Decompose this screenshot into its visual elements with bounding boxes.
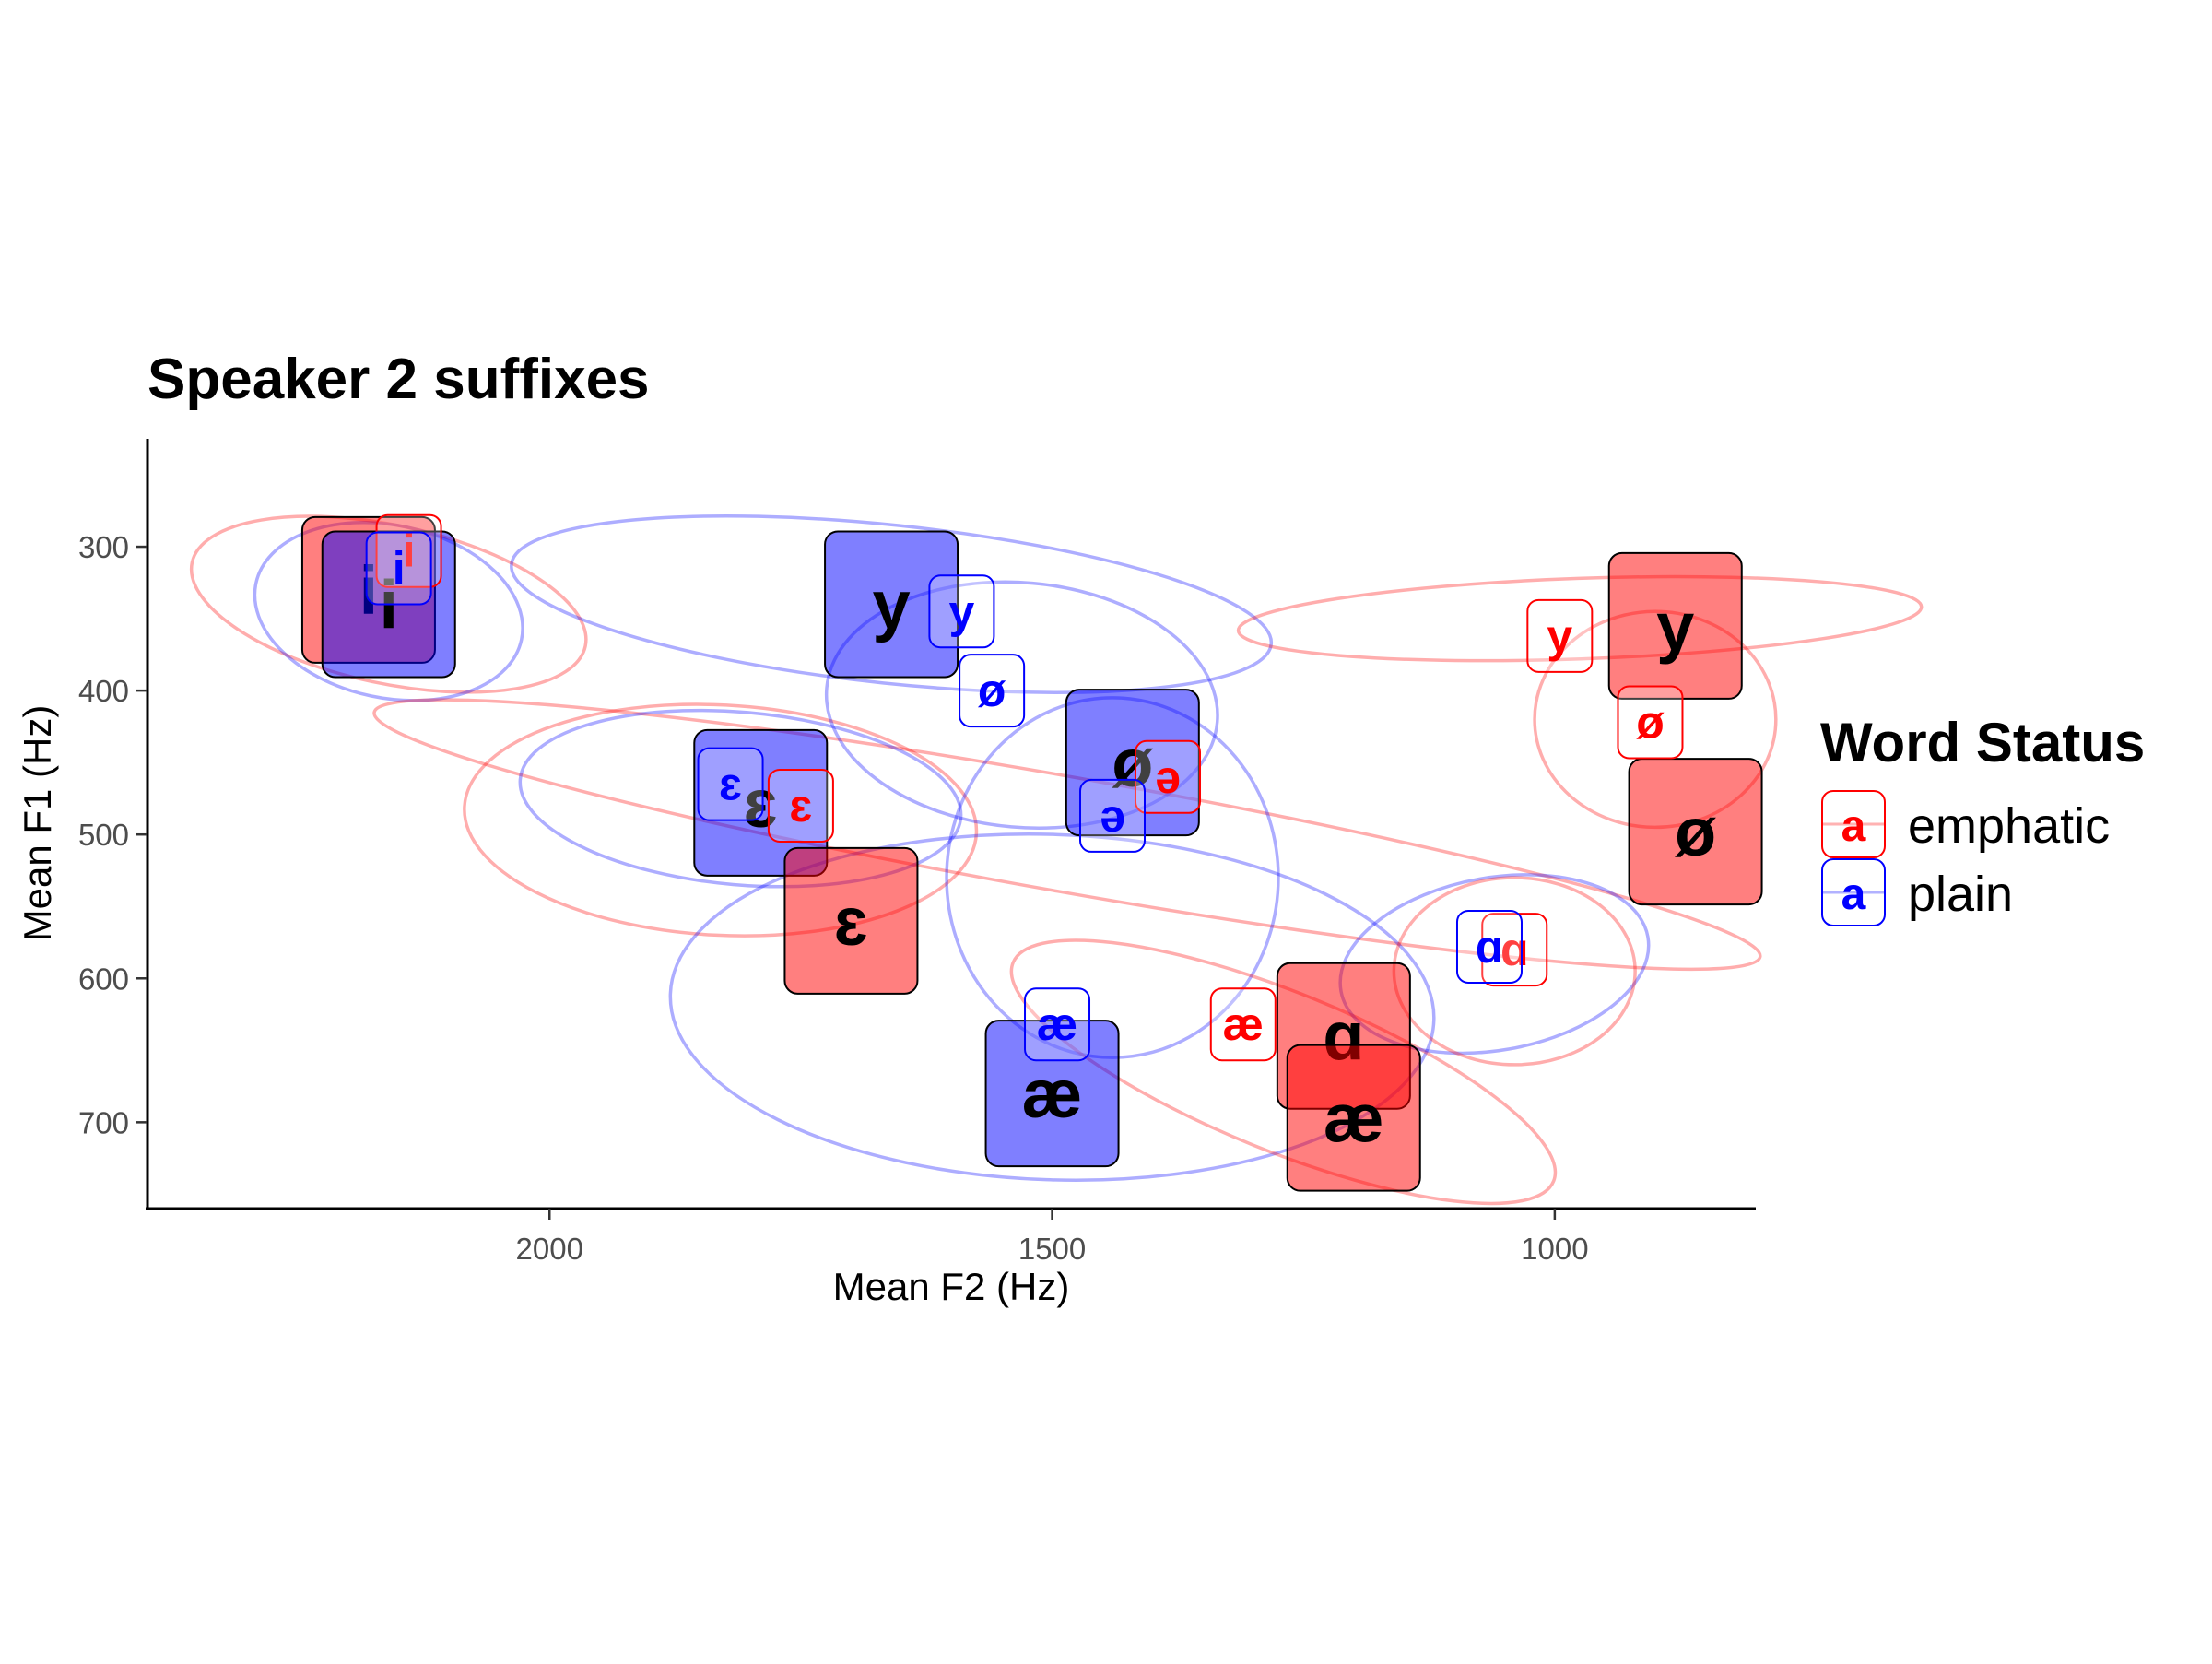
token-box-plain-8 (1024, 987, 1091, 1062)
ellipse-emphatic-4 (463, 702, 979, 938)
token-label-emphatic-5: ɛ (767, 768, 834, 843)
legend-key-plain (1821, 858, 1886, 926)
token-glyph-emphatic-6: ə (1155, 751, 1181, 803)
token-label-plain-7: ə (1079, 778, 1146, 853)
mean-box-plain-2 (824, 530, 959, 679)
mean-box-emphatic-8 (1286, 1044, 1421, 1192)
mean-box-emphatic-9 (1607, 551, 1743, 700)
mean-glyph-emphatic-10: ø (1675, 794, 1716, 870)
token-glyph-plain-11: ɑ (1476, 921, 1504, 973)
token-box-emphatic-12 (1526, 598, 1594, 673)
token-label-emphatic-13: ø (1617, 685, 1684, 760)
token-box-plain-11 (1455, 909, 1523, 984)
token-glyph-plain-8: æ (1037, 998, 1077, 1050)
y-tick-label-1: 400 (78, 674, 129, 708)
token-box-emphatic-13 (1617, 685, 1684, 760)
mean-box-emphatic-10 (1628, 758, 1763, 906)
token-label-plain-11: ɑ (1455, 909, 1523, 984)
legend: Word Status a emphatic a plain (1820, 712, 2145, 926)
mean-glyph-plain-6: æ (1022, 1056, 1083, 1132)
token-box-emphatic-5 (767, 768, 834, 843)
token-label-emphatic-9: æ (1209, 987, 1277, 1062)
token-box-plain-7 (1079, 778, 1146, 853)
mean-label-emphatic-10: ø (1628, 758, 1763, 906)
ellipse-plain-6 (824, 580, 1219, 830)
token-glyph-emphatic-12: y (1547, 610, 1572, 662)
token-label-plain-4: ɛ (697, 747, 764, 821)
token-glyph-plain-3: ø (978, 665, 1006, 716)
mean-label-plain-2: y (824, 530, 959, 679)
token-glyph-emphatic-13: ø (1636, 696, 1665, 748)
y-tick-label-4: 700 (78, 1105, 129, 1139)
token-glyph-plain-2: y (949, 585, 975, 637)
mean-box-plain-3 (693, 728, 829, 877)
legend-entry-emphatic: a emphatic (1821, 790, 2110, 858)
legend-key-glyph-emphatic: a (1841, 802, 1866, 851)
token-box-plain-1 (365, 531, 432, 606)
legend-title: Word Status (1820, 712, 2145, 773)
legend-entry-plain: a plain (1821, 858, 2013, 926)
mean-box-emphatic-4 (783, 846, 919, 995)
mean-glyph-emphatic-9: y (1656, 588, 1694, 665)
mean-box-plain-5 (1065, 689, 1200, 837)
ellipse-plain-2 (510, 514, 1274, 694)
mean-glyph-plain-3: ɛ (744, 765, 778, 842)
y-axis-ticks: 300 400 500 600 700 (78, 530, 147, 1139)
token-label-emphatic-12: y (1526, 598, 1594, 673)
token-box-plain-3 (959, 654, 1026, 728)
token-glyph-plain-4: ɛ (719, 759, 742, 810)
token-label-plain-2: y (928, 574, 995, 649)
token-label-plain-1: i (365, 531, 432, 606)
token-box-emphatic-9 (1209, 987, 1277, 1062)
ellipse-plain-8 (668, 832, 1436, 1182)
mean-label-plain-5: ø (1065, 689, 1200, 837)
ellipse-plain-5 (518, 708, 963, 889)
token-box-plain-2 (928, 574, 995, 649)
token-glyph-emphatic-9: æ (1223, 998, 1264, 1050)
x-axis-label: Mean F2 (Hz) (833, 1265, 1070, 1308)
mean-glyph-plain-5: ø (1112, 725, 1153, 801)
y-tick-label-0: 300 (78, 530, 129, 564)
mean-label-layer: iiyɛɛøæɑæyø (300, 515, 1763, 1192)
x-tick-label-0: 2000 (516, 1232, 583, 1266)
ellipse-emphatic-12 (1236, 574, 1924, 663)
token-label-plain-3: ø (959, 654, 1026, 728)
token-box-plain-4 (697, 747, 764, 821)
x-tick-label-2: 1000 (1521, 1232, 1588, 1266)
y-tick-label-2: 500 (78, 818, 129, 852)
token-glyph-plain-1: i (393, 542, 406, 594)
mean-glyph-plain-2: y (872, 566, 910, 643)
legend-label-emphatic: emphatic (1908, 798, 2110, 854)
y-tick-label-3: 600 (78, 962, 129, 996)
legend-label-plain: plain (1908, 867, 2013, 922)
token-glyph-emphatic-10: ɑ (1500, 924, 1529, 975)
y-axis-label: Mean F1 (Hz) (16, 705, 59, 942)
mean-glyph-emphatic-8: æ (1324, 1080, 1384, 1157)
token-glyph-emphatic-5: ɛ (789, 780, 812, 832)
token-label-plain-8: æ (1024, 987, 1091, 1062)
token-box-emphatic-10 (1481, 913, 1548, 987)
chart-title: Speaker 2 suffixes (147, 348, 650, 411)
legend-key-emphatic (1821, 790, 1886, 858)
x-tick-label-1: 1500 (1018, 1232, 1086, 1266)
legend-key-glyph-plain: a (1841, 870, 1866, 919)
mean-label-emphatic-4: ɛ (783, 846, 919, 995)
token-glyph-plain-7: ə (1100, 790, 1125, 842)
token-box-emphatic-6 (1134, 739, 1201, 814)
mean-label-emphatic-8: æ (1286, 1044, 1421, 1192)
x-axis-ticks: 2000 1500 1000 (516, 1209, 1589, 1266)
mean-glyph-emphatic-4: ɛ (834, 883, 868, 960)
token-label-emphatic-6: ə (1134, 739, 1201, 814)
token-glyph-emphatic-0: i (403, 525, 416, 577)
mean-label-emphatic-9: y (1607, 551, 1743, 700)
mean-label-plain-3: ɛ (693, 728, 829, 877)
token-label-emphatic-10: ɑ (1481, 913, 1548, 987)
